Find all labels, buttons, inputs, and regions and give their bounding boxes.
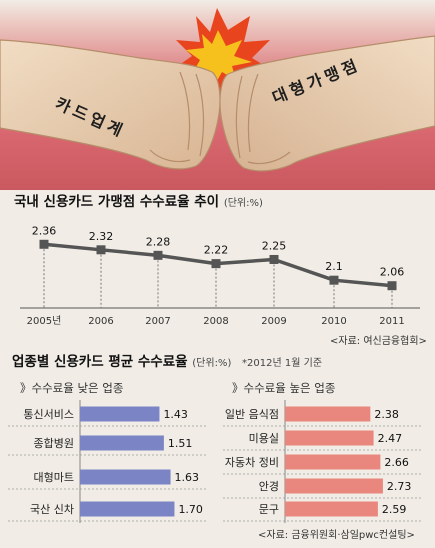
data-label: 2.25: [262, 239, 287, 252]
data-point: [39, 239, 49, 249]
bar: [285, 478, 383, 494]
bar: [80, 501, 175, 517]
category-label: 통신서비스: [23, 408, 74, 421]
bar-chart-source: <자료: 금융위원회·삼일pwc컨설팅>: [258, 530, 415, 541]
line-chart-title: 국내 신용카드 가맹점 수수료율 추이 (단위:%): [14, 190, 263, 210]
bar: [285, 430, 374, 446]
fee-trend-line-chart: 2005년 2006 2007 2008 2009 2010 2011 2.36 2.32 2.2…: [20, 224, 420, 327]
x-tick-label: 2010: [321, 316, 346, 327]
bar-chart-note: *2012년 1월 기준: [242, 358, 323, 369]
high-fee-bar-chart: 일반 음식점 2.38 미용실 2.47 자동차 정비 2.66 안경 2.73 문구 2.59: [223, 400, 423, 523]
line-chart-source: <자료: 여신금융협회>: [330, 336, 427, 347]
data-label: 2.28: [146, 235, 171, 248]
value-label: 1.63: [175, 471, 200, 484]
value-label: 2.66: [384, 456, 409, 469]
x-tick-label: 2008: [203, 316, 228, 327]
bar: [80, 435, 164, 451]
bar-chart-title: 업종별 신용카드 평균 수수료율 (단위:%) *2012년 1월 기준: [12, 350, 322, 370]
burst-inner-icon: [186, 30, 252, 86]
x-tick-label: 2011: [379, 316, 404, 327]
value-label: 2.59: [382, 503, 407, 516]
left-fist-icon: [0, 39, 221, 170]
data-point: [387, 281, 397, 291]
line-chart-title-text: 국내 신용카드 가맹점 수수료율 추이: [14, 194, 220, 210]
right-fist-icon: [219, 35, 435, 172]
data-label: 2.32: [89, 230, 114, 243]
category-label: 종합병원: [34, 437, 74, 450]
category-label: 자동차 정비: [225, 456, 279, 469]
data-point: [96, 245, 106, 255]
category-label: 일반 음식점: [225, 407, 279, 421]
hero-illustration: 카드업계 대형가맹점: [0, 0, 435, 190]
bar: [285, 501, 378, 517]
data-point: [211, 259, 221, 269]
data-point: [269, 254, 279, 264]
category-label: 대형마트: [34, 471, 74, 484]
low-fee-subtitle: 》수수료율 낮은 업종: [20, 381, 124, 395]
category-label: 문구: [259, 503, 279, 516]
bar-chart-title-text: 업종별 신용카드 평균 수수료율: [12, 354, 188, 370]
x-tick-label: 2005년: [27, 315, 62, 327]
data-label: 2.36: [32, 224, 57, 237]
low-fee-bar-chart: 통신서비스 1.43 종합병원 1.51 대형마트 1.63 국산 신차 1.70: [8, 400, 208, 523]
value-label: 2.73: [387, 480, 412, 493]
bar-chart-unit: (단위:%): [192, 358, 232, 369]
value-label: 1.43: [163, 408, 188, 421]
data-point: [153, 250, 163, 260]
data-label: 2.06: [380, 266, 405, 279]
bar: [80, 469, 171, 485]
bar: [285, 406, 371, 422]
bar: [285, 454, 381, 470]
line-chart-unit: (단위:%): [223, 198, 263, 209]
fist-bump-illustration: [0, 0, 435, 190]
x-tick-label: 2009: [261, 316, 286, 327]
x-tick-label: 2006: [88, 316, 113, 327]
data-label: 2.1: [325, 260, 343, 273]
category-label: 미용실: [249, 432, 279, 445]
category-label: 안경: [259, 480, 279, 493]
data-point: [329, 275, 339, 285]
high-fee-subtitle: 》수수료율 높은 업종: [232, 381, 336, 395]
data-label: 2.22: [204, 244, 229, 257]
value-label: 1.70: [178, 503, 203, 516]
bar: [80, 406, 160, 422]
value-label: 2.47: [378, 432, 403, 445]
category-label: 국산 신차: [30, 503, 74, 516]
value-label: 2.38: [374, 408, 399, 421]
x-tick-label: 2007: [145, 316, 170, 327]
value-label: 1.51: [168, 437, 193, 450]
